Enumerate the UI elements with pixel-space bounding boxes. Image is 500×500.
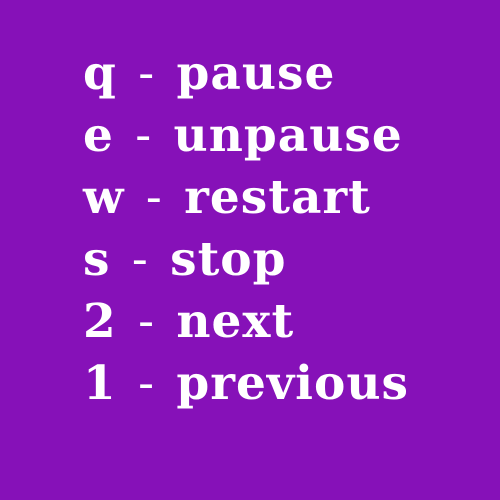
shortcut-row-restart: w - restart	[83, 167, 409, 229]
shortcut-row-unpause: e - unpause	[83, 105, 409, 167]
shortcut-key: e	[83, 108, 114, 163]
shortcut-key: s	[83, 232, 111, 287]
shortcut-action: unpause	[173, 108, 403, 163]
shortcut-separator: -	[138, 294, 155, 349]
shortcut-separator: -	[135, 108, 153, 163]
shortcut-action: next	[176, 294, 295, 349]
shortcut-separator: -	[145, 170, 163, 225]
shortcut-key: w	[83, 170, 125, 225]
shortcut-row-next: 2 - next	[83, 291, 409, 353]
shortcut-action: restart	[184, 170, 371, 225]
shortcut-action: previous	[176, 356, 410, 411]
shortcut-separator: -	[131, 232, 149, 287]
shortcut-row-pause: q - pause	[83, 43, 409, 105]
shortcut-row-previous: 1 - previous	[83, 353, 409, 415]
shortcut-action: pause	[176, 46, 336, 101]
shortcut-separator: -	[138, 356, 155, 411]
shortcut-list: q - pause e - unpause w - restart s - st…	[83, 43, 409, 415]
shortcut-separator: -	[138, 46, 156, 101]
shortcut-key: 1	[83, 356, 117, 411]
shortcut-action: stop	[170, 232, 287, 287]
shortcut-row-stop: s - stop	[83, 229, 409, 291]
shortcut-key: 2	[83, 294, 117, 349]
shortcut-key: q	[83, 46, 117, 101]
